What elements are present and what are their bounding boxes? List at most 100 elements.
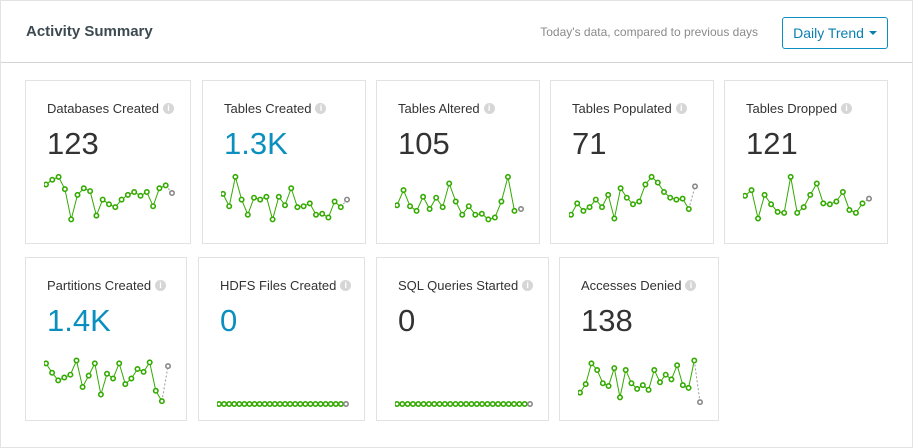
sparkline-point[interactable]: [465, 203, 472, 210]
sparkline-point[interactable]: [73, 357, 80, 364]
sparkline-point[interactable]: [489, 400, 496, 407]
info-icon[interactable]: i: [340, 280, 352, 291]
sparkline-point[interactable]: [743, 192, 748, 199]
sparkline-point[interactable]: [846, 206, 853, 213]
sparkline-point[interactable]: [599, 380, 606, 387]
metric-card[interactable]: SQL Queries Started i 0: [376, 257, 549, 421]
metric-card[interactable]: HDFS Files Created i 0: [198, 257, 365, 421]
sparkline-point-today[interactable]: [169, 189, 176, 196]
sparkline-point[interactable]: [150, 203, 157, 210]
sparkline-point[interactable]: [68, 216, 75, 223]
sparkline-point[interactable]: [317, 400, 324, 407]
sparkline-point[interactable]: [648, 173, 655, 180]
sparkline-point[interactable]: [244, 211, 251, 218]
sparkline-point[interactable]: [226, 400, 233, 407]
sparkline-point[interactable]: [112, 204, 119, 211]
sparkline-point[interactable]: [85, 372, 92, 379]
sparkline-point[interactable]: [636, 198, 643, 205]
sparkline-point[interactable]: [217, 401, 222, 407]
sparkline-point[interactable]: [251, 400, 258, 407]
sparkline-point[interactable]: [611, 215, 618, 222]
sparkline-point[interactable]: [667, 194, 674, 201]
sparkline-point[interactable]: [642, 181, 649, 188]
sparkline-point-today[interactable]: [518, 206, 525, 213]
sparkline-point[interactable]: [236, 400, 243, 407]
sparkline-point[interactable]: [103, 370, 110, 377]
sparkline-point[interactable]: [124, 191, 131, 198]
sparkline-point[interactable]: [269, 216, 276, 223]
sparkline-point[interactable]: [679, 382, 686, 389]
sparkline-point[interactable]: [574, 200, 581, 207]
sparkline-point[interactable]: [221, 400, 228, 407]
sparkline-point[interactable]: [588, 360, 595, 367]
sparkline-point[interactable]: [282, 400, 289, 407]
sparkline-point[interactable]: [395, 202, 400, 209]
sparkline-point[interactable]: [261, 400, 268, 407]
sparkline-point[interactable]: [569, 211, 574, 218]
sparkline-point[interactable]: [79, 383, 86, 390]
sparkline-point[interactable]: [44, 181, 49, 188]
sparkline-point[interactable]: [156, 185, 163, 192]
metric-card[interactable]: Tables Populated i 71: [550, 80, 714, 244]
sparkline-point[interactable]: [826, 201, 833, 208]
sparkline-point[interactable]: [55, 377, 62, 384]
sparkline-point[interactable]: [257, 196, 264, 203]
sparkline-point[interactable]: [297, 400, 304, 407]
sparkline-point[interactable]: [143, 189, 150, 196]
sparkline-point[interactable]: [685, 206, 692, 213]
sparkline-point[interactable]: [755, 215, 762, 222]
sparkline-point[interactable]: [325, 214, 332, 221]
sparkline-point[interactable]: [800, 204, 807, 211]
sparkline-point[interactable]: [322, 400, 329, 407]
sparkline-point[interactable]: [521, 400, 528, 407]
sparkline-point[interactable]: [250, 194, 257, 201]
sparkline-point[interactable]: [420, 193, 427, 200]
sparkline-point[interactable]: [679, 195, 686, 202]
sparkline-point[interactable]: [44, 360, 49, 367]
sparkline-point[interactable]: [266, 400, 273, 407]
sparkline-point[interactable]: [511, 400, 518, 407]
sparkline-point[interactable]: [426, 206, 433, 213]
sparkline-point[interactable]: [628, 380, 635, 387]
sparkline-point[interactable]: [61, 374, 68, 381]
sparkline-point[interactable]: [281, 202, 288, 209]
sparkline-point[interactable]: [441, 400, 448, 407]
sparkline-point[interactable]: [246, 400, 253, 407]
sparkline-point[interactable]: [146, 359, 153, 366]
sparkline-point[interactable]: [158, 398, 165, 405]
info-icon[interactable]: i: [315, 103, 327, 114]
sparkline-point-today[interactable]: [697, 399, 704, 406]
sparkline-point[interactable]: [276, 400, 283, 407]
sparkline-point[interactable]: [404, 400, 411, 407]
sparkline-point[interactable]: [302, 400, 309, 407]
sparkline-point-today[interactable]: [343, 400, 350, 407]
sparkline-point[interactable]: [407, 203, 414, 210]
sparkline-point[interactable]: [623, 194, 630, 201]
sparkline-point[interactable]: [592, 196, 599, 203]
sparkline-point[interactable]: [122, 381, 129, 388]
sparkline-point[interactable]: [634, 385, 641, 392]
sparkline-point[interactable]: [586, 204, 593, 211]
sparkline-point[interactable]: [232, 173, 239, 180]
sparkline-point[interactable]: [97, 391, 104, 398]
sparkline-point[interactable]: [616, 394, 623, 401]
sparkline-point[interactable]: [685, 384, 692, 391]
sparkline-point[interactable]: [662, 371, 669, 378]
sparkline-point[interactable]: [617, 185, 624, 192]
metric-card[interactable]: Tables Altered i 105: [376, 80, 540, 244]
sparkline-point[interactable]: [87, 188, 94, 195]
sparkline-point-today[interactable]: [866, 195, 873, 202]
sparkline-point[interactable]: [651, 366, 658, 373]
sparkline-point[interactable]: [312, 400, 319, 407]
sparkline-point[interactable]: [319, 210, 326, 217]
sparkline-point[interactable]: [415, 400, 422, 407]
sparkline-point[interactable]: [654, 179, 661, 186]
sparkline-point[interactable]: [485, 216, 492, 223]
metric-card[interactable]: Partitions Created i 1.4K: [25, 257, 187, 421]
sparkline-point[interactable]: [134, 366, 141, 373]
sparkline-point[interactable]: [645, 386, 652, 393]
sparkline-point-today[interactable]: [344, 196, 351, 203]
sparkline-point[interactable]: [231, 400, 238, 407]
sparkline-point[interactable]: [781, 209, 788, 216]
sparkline-point[interactable]: [409, 400, 416, 407]
